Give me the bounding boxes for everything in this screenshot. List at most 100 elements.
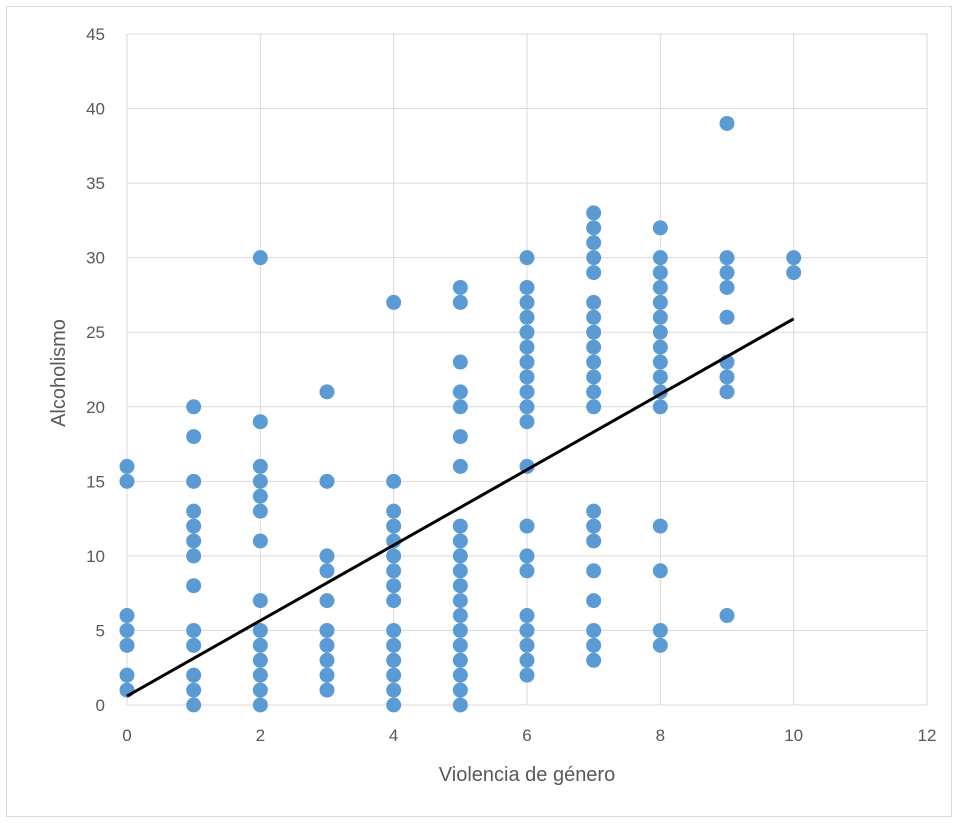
data-point	[586, 637, 602, 653]
data-points	[119, 115, 802, 713]
data-point	[252, 414, 268, 430]
data-point	[452, 458, 468, 474]
data-point	[519, 369, 535, 385]
data-point	[386, 294, 402, 310]
data-point	[119, 473, 135, 489]
data-point	[586, 354, 602, 370]
data-point	[186, 533, 202, 549]
data-point	[586, 309, 602, 325]
data-point	[452, 608, 468, 624]
data-point	[252, 458, 268, 474]
data-point	[586, 235, 602, 251]
data-point	[186, 667, 202, 683]
data-point	[719, 369, 735, 385]
data-point	[386, 697, 402, 713]
data-point	[519, 384, 535, 400]
data-point	[452, 563, 468, 579]
data-point	[319, 637, 335, 653]
data-point	[519, 622, 535, 638]
y-axis-ticks: 0 5 10 15 20 25 30 35 40 45	[86, 25, 105, 715]
data-point	[586, 384, 602, 400]
data-point	[586, 563, 602, 579]
data-point	[652, 339, 668, 355]
data-point	[519, 324, 535, 340]
data-point	[186, 548, 202, 564]
data-point	[586, 503, 602, 519]
data-point	[586, 339, 602, 355]
data-point	[186, 637, 202, 653]
data-point	[319, 593, 335, 609]
data-point	[252, 533, 268, 549]
data-point	[119, 622, 135, 638]
data-point	[452, 682, 468, 698]
data-point	[652, 637, 668, 653]
y-axis-title: Alcoholismo	[48, 319, 70, 427]
data-point	[252, 682, 268, 698]
y-tick-label: 25	[86, 323, 105, 342]
data-point	[586, 622, 602, 638]
data-point	[652, 354, 668, 370]
data-point	[452, 622, 468, 638]
data-point	[586, 250, 602, 266]
data-point	[252, 667, 268, 683]
data-point	[452, 667, 468, 683]
data-point	[319, 622, 335, 638]
data-point	[252, 473, 268, 489]
data-point	[319, 473, 335, 489]
data-point	[186, 622, 202, 638]
data-point	[386, 518, 402, 534]
data-point	[319, 384, 335, 400]
data-point	[519, 399, 535, 415]
data-point	[186, 518, 202, 534]
data-point	[119, 608, 135, 624]
data-point	[586, 324, 602, 340]
x-tick-label: 2	[256, 726, 265, 745]
x-tick-label: 0	[122, 726, 131, 745]
data-point	[452, 637, 468, 653]
data-point	[519, 518, 535, 534]
data-point	[452, 354, 468, 370]
data-point	[519, 354, 535, 370]
data-point	[452, 429, 468, 445]
data-point	[386, 503, 402, 519]
data-point	[652, 369, 668, 385]
data-point	[719, 250, 735, 266]
data-point	[586, 399, 602, 415]
data-point	[519, 279, 535, 295]
data-point	[119, 458, 135, 474]
trendline	[126, 317, 795, 698]
data-point	[252, 622, 268, 638]
y-tick-label: 5	[96, 621, 105, 640]
chart-frame: 0 5 10 15 20 25 30 35 40 45 0 2 4 6 8 10 12 Violencia d…	[6, 6, 952, 817]
data-point	[519, 294, 535, 310]
data-point	[252, 697, 268, 713]
data-point	[652, 220, 668, 236]
data-point	[652, 265, 668, 281]
y-tick-label: 20	[86, 398, 105, 417]
data-point	[186, 399, 202, 415]
scatter-chart: 0 5 10 15 20 25 30 35 40 45 0 2 4 6 8 10 12 Violencia d…	[48, 25, 937, 786]
data-point	[519, 339, 535, 355]
data-point	[386, 652, 402, 668]
data-point	[386, 578, 402, 594]
x-axis-title: Violencia de género	[439, 764, 615, 786]
data-point	[386, 548, 402, 564]
x-tick-label: 12	[918, 726, 937, 745]
data-point	[586, 220, 602, 236]
data-point	[452, 399, 468, 415]
x-tick-label: 8	[656, 726, 665, 745]
data-point	[719, 384, 735, 400]
data-point	[519, 667, 535, 683]
data-point	[652, 399, 668, 415]
data-point	[186, 429, 202, 445]
data-point	[119, 637, 135, 653]
data-point	[386, 563, 402, 579]
x-tick-label: 10	[784, 726, 803, 745]
data-point	[519, 250, 535, 266]
data-point	[652, 250, 668, 266]
data-point	[452, 578, 468, 594]
data-point	[386, 667, 402, 683]
data-point	[386, 593, 402, 609]
data-point	[452, 593, 468, 609]
data-point	[319, 563, 335, 579]
